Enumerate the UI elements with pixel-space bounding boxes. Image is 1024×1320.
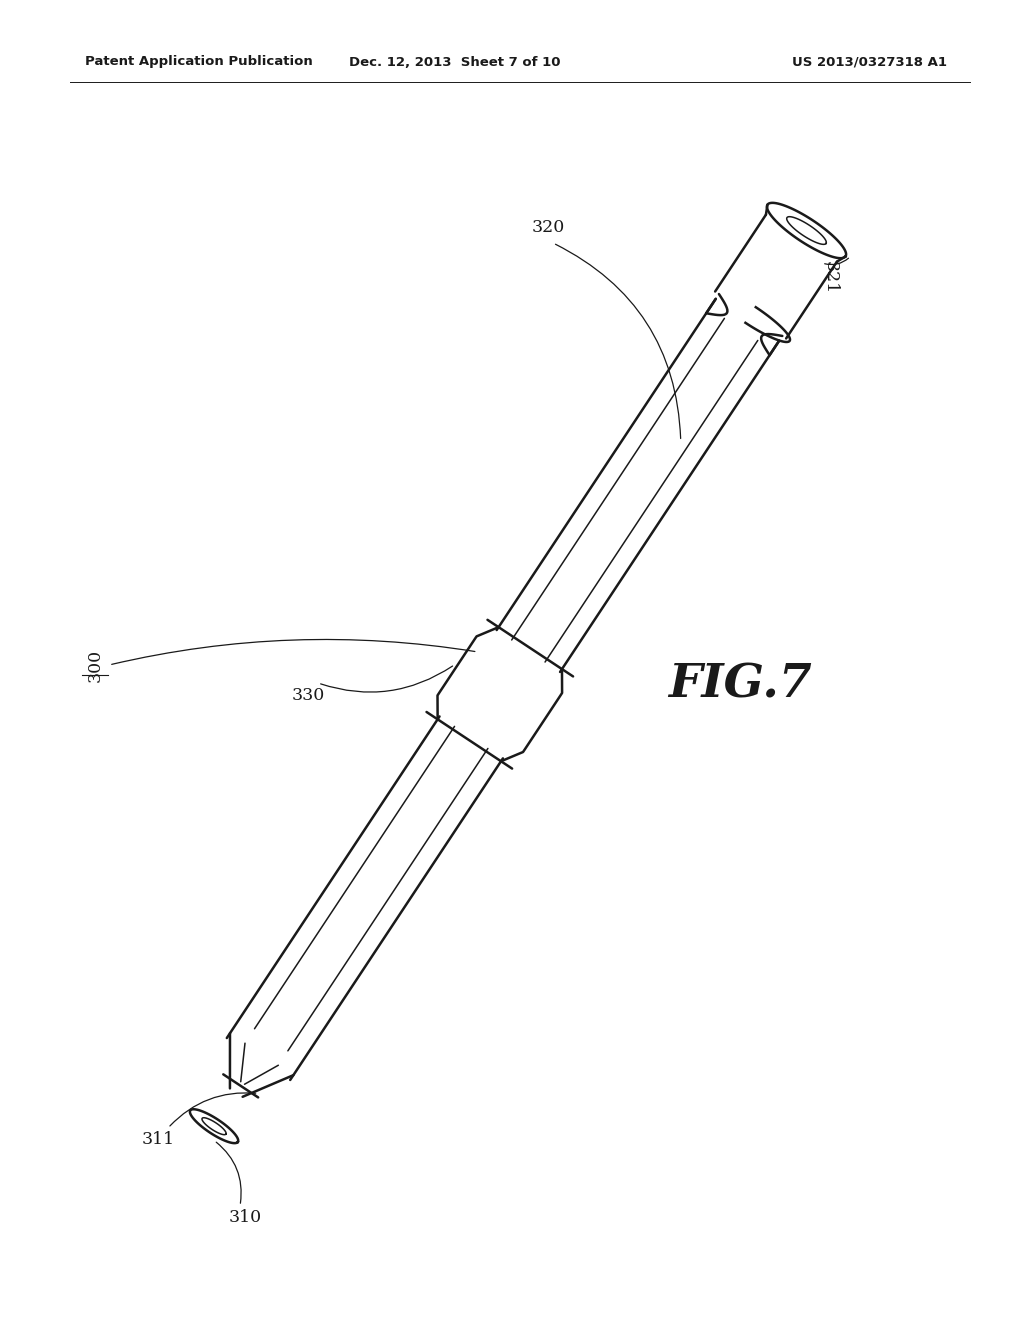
Text: 321: 321 bbox=[821, 261, 839, 294]
Text: Patent Application Publication: Patent Application Publication bbox=[85, 55, 312, 69]
Text: 311: 311 bbox=[141, 1131, 174, 1148]
Text: 300: 300 bbox=[86, 648, 103, 681]
Text: Dec. 12, 2013  Sheet 7 of 10: Dec. 12, 2013 Sheet 7 of 10 bbox=[349, 55, 561, 69]
Text: US 2013/0327318 A1: US 2013/0327318 A1 bbox=[793, 55, 947, 69]
Text: 320: 320 bbox=[531, 219, 564, 236]
Text: 330: 330 bbox=[292, 686, 325, 704]
Text: FIG.7: FIG.7 bbox=[668, 663, 812, 708]
Text: 310: 310 bbox=[228, 1209, 261, 1226]
